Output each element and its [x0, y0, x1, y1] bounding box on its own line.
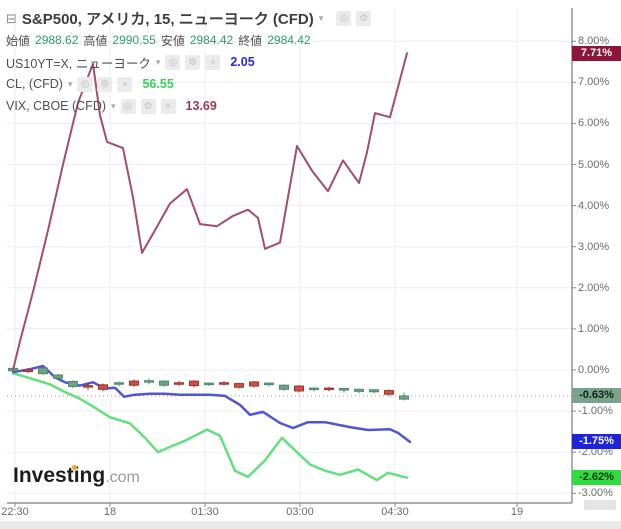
price-badge: -2.62% — [572, 470, 621, 486]
collapse-icon[interactable]: ⊟ — [6, 10, 17, 26]
overlay-value: 56.55 — [142, 77, 174, 91]
x-axis-label: 18 — [103, 506, 117, 518]
candle-body — [219, 382, 229, 385]
logo-suffix-text: .com — [105, 469, 140, 486]
candle-body — [144, 380, 154, 383]
gear-icon[interactable]: ⚙ — [140, 98, 156, 114]
overlay-row: VIX, CBOE (CFD) ▾ ◎ ⚙ × 13.69 — [6, 98, 371, 114]
y-axis-label: 6.00% — [578, 117, 610, 130]
overlay-row: US10YT=X, ニューヨーク ▾ ◎ ⚙ × 2.05 — [6, 54, 371, 71]
candle-body — [339, 387, 349, 391]
main-symbol-row: ⊟ S&P500, アメリカ, 15, ニューヨーク (CFD) ▾ ◎ ⚙ — [6, 8, 372, 28]
gear-icon[interactable]: ⚙ — [97, 76, 113, 92]
candle-body — [159, 380, 169, 386]
candle-body — [98, 384, 108, 390]
x-axis-label: 22:30 — [1, 506, 29, 518]
overlay-symbol[interactable]: CL, (CFD) — [6, 77, 63, 91]
logo-brand-text: Investing — [13, 464, 106, 487]
chevron-down-icon[interactable]: ▾ — [67, 78, 73, 89]
logo-orange-dot-icon — [72, 465, 77, 470]
series-line — [11, 372, 409, 482]
y-axis-label: 3.00% — [578, 240, 610, 253]
candle-body — [294, 385, 304, 392]
gear-icon[interactable]: ⚙ — [185, 54, 201, 70]
close-value: 2984.42 — [267, 33, 311, 47]
candle-body — [38, 367, 48, 375]
axis-corner-handle[interactable] — [584, 500, 616, 510]
candle-body — [83, 385, 93, 388]
chevron-down-icon[interactable]: ▾ — [318, 12, 324, 23]
x-axis-label: 19 — [510, 506, 524, 518]
price-badge: -1.75% — [572, 434, 621, 450]
y-axis-label: 4.00% — [578, 199, 610, 212]
y-axis-label: 1.00% — [578, 322, 610, 335]
y-axis-label: -1.00% — [578, 405, 613, 418]
eye-icon[interactable]: ◎ — [120, 98, 136, 114]
candle-body — [23, 369, 33, 372]
chevron-down-icon[interactable]: ▾ — [111, 100, 116, 111]
high-value: 2990.55 — [112, 33, 156, 47]
eye-icon[interactable]: ◎ — [336, 10, 352, 26]
candle-body — [249, 381, 259, 387]
candle-body — [264, 382, 274, 386]
candle-body — [204, 382, 214, 386]
candle-body — [279, 384, 289, 390]
y-axis-label: 7.00% — [578, 76, 610, 89]
candle-body — [174, 382, 184, 385]
y-axis-label: 5.00% — [578, 158, 610, 171]
overlay-value: 2.05 — [230, 55, 255, 69]
y-axis-label: 0.00% — [578, 364, 610, 376]
overlay-symbol[interactable]: VIX, CBOE (CFD) — [6, 99, 107, 113]
ohlc-row: 始値 2988.62 高値 2990.55 安値 2984.42 終値 2984… — [6, 32, 371, 48]
candle-body — [354, 388, 364, 392]
y-axis-label: 2.00% — [578, 281, 610, 294]
x-axis-label: 01:30 — [191, 506, 219, 518]
open-value: 2988.62 — [35, 33, 79, 47]
close-label: 終値 — [238, 33, 263, 48]
candle-body — [324, 387, 334, 391]
x-axis-label: 04:30 — [381, 506, 409, 518]
price-badge: -0.63% — [572, 388, 621, 404]
eye-icon[interactable]: ◎ — [77, 76, 93, 92]
overlay-row: CL, (CFD) ▾ ◎ ⚙ × 56.55 — [6, 76, 371, 92]
legend: ⊟ S&P500, アメリカ, 15, ニューヨーク (CFD) ▾ ◎ ⚙ 始… — [6, 8, 372, 120]
high-label: 高値 — [83, 33, 108, 48]
candle-body — [369, 389, 379, 393]
candle-body — [53, 374, 63, 379]
candle-body — [309, 387, 319, 391]
y-axis-label: -3.00% — [578, 487, 613, 500]
candle-body — [189, 380, 199, 387]
main-symbol-title[interactable]: S&P500, アメリカ, 15, ニューヨーク (CFD) — [21, 10, 314, 28]
candle-body — [68, 381, 78, 387]
series-line — [12, 52, 408, 371]
chevron-down-icon[interactable]: ▾ — [155, 56, 161, 67]
candle-body — [399, 395, 409, 400]
open-label: 始値 — [6, 33, 31, 48]
candle-body — [234, 383, 244, 388]
low-label: 安値 — [160, 33, 185, 48]
investing-logo[interactable]: Investing.com — [13, 464, 140, 488]
overlay-value: 13.69 — [185, 99, 217, 113]
price-badge: 7.71% — [572, 45, 621, 61]
candle-body — [384, 390, 394, 395]
close-icon[interactable]: × — [117, 76, 133, 92]
candle-body — [114, 382, 124, 385]
candle-body — [129, 380, 139, 386]
close-icon[interactable]: × — [205, 54, 221, 70]
low-value: 2984.42 — [189, 33, 234, 47]
gear-icon[interactable]: ⚙ — [356, 10, 372, 26]
x-axis-label: 03:00 — [286, 506, 314, 518]
close-icon[interactable]: × — [160, 98, 176, 114]
y-axis-label: 8.00% — [578, 35, 610, 48]
eye-icon[interactable]: ◎ — [165, 54, 181, 70]
overlay-symbol[interactable]: US10YT=X, ニューヨーク — [6, 56, 151, 71]
bottom-edge-strip — [0, 521, 621, 529]
